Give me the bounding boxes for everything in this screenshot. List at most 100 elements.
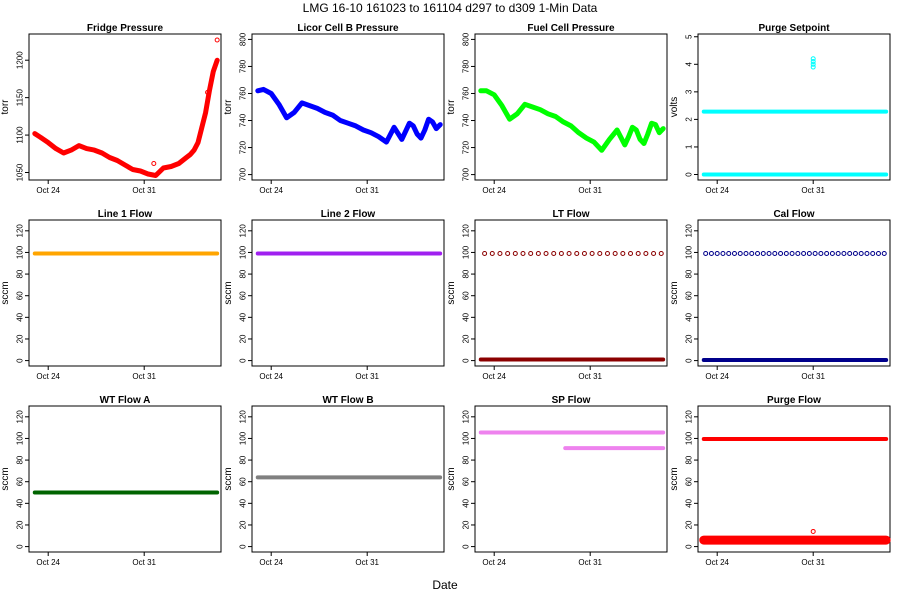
y-tick-label: 100: [462, 431, 471, 445]
y-axis-label: sccm: [446, 281, 457, 304]
y-tick-label: 40: [239, 498, 248, 507]
series-line-0: [478, 88, 666, 153]
y-tick-label: 100: [685, 245, 694, 259]
y-tick-label: 740: [239, 113, 248, 127]
y-tick-label: 80: [462, 269, 471, 278]
data-point: [789, 251, 795, 257]
data-point: [528, 251, 534, 257]
y-tick-label: 20: [239, 334, 248, 343]
panel-title: SP Flow: [552, 395, 591, 406]
y-tick-label: 60: [685, 477, 694, 486]
data-point: [795, 251, 801, 257]
data-point: [835, 251, 841, 257]
y-tick-label: 700: [239, 167, 248, 181]
data-point: [806, 251, 812, 257]
data-point: [535, 251, 541, 257]
y-tick-label: 0: [239, 544, 248, 549]
y-tick-label: 0: [16, 544, 25, 549]
y-tick-label: 20: [462, 520, 471, 529]
x-tick-label: Oct 24: [482, 186, 506, 195]
y-tick-label: 800: [462, 32, 471, 46]
data-point: [574, 251, 580, 257]
figure-title: LMG 16-10 161023 to 161104 d297 to d309 …: [303, 1, 598, 15]
y-axis-label: sccm: [446, 467, 457, 490]
y-tick-label: 60: [239, 291, 248, 300]
plot-frame: [697, 33, 891, 181]
panel-4: Line 1 Flow 0 20 40 60 80 100 120 Oct 24 Oct 31 sc…: [0, 209, 222, 381]
y-tick-label: 60: [685, 291, 694, 300]
data-point: [801, 251, 807, 257]
series-line-0: [32, 57, 220, 178]
y-tick-label: 20: [16, 520, 25, 529]
data-point: [589, 251, 595, 257]
data-point: [520, 251, 526, 257]
y-tick-label: 80: [16, 269, 25, 278]
data-point: [864, 251, 870, 257]
x-tick-label: Oct 24: [259, 372, 283, 381]
data-point: [643, 251, 649, 257]
data-point: [847, 251, 853, 257]
plot-frame: [28, 219, 222, 367]
x-tick-label: Oct 31: [578, 186, 602, 195]
data-point: [824, 251, 830, 257]
panel-title: LT Flow: [552, 209, 589, 220]
y-tick-label: 800: [239, 32, 248, 46]
y-tick-label: 20: [685, 334, 694, 343]
panel-2: Fuel Cell Pressure 700 720 740 760 780 800 Oct …: [446, 23, 668, 195]
data-point: [543, 251, 549, 257]
data-point: [870, 251, 876, 257]
panel-title: Licor Cell B Pressure: [297, 23, 399, 34]
y-tick-label: 120: [685, 224, 694, 238]
y-axis-label: volts: [669, 97, 680, 118]
data-point: [812, 251, 818, 257]
y-tick-label: 100: [239, 245, 248, 259]
y-tick-label: 0: [685, 172, 694, 177]
y-tick-label: 120: [685, 410, 694, 424]
data-point: [810, 64, 816, 70]
y-tick-label: 720: [462, 140, 471, 154]
y-tick-label: 100: [239, 431, 248, 445]
x-tick-label: Oct 24: [482, 558, 506, 567]
x-tick-label: Oct 24: [705, 558, 729, 567]
data-point: [482, 251, 488, 257]
y-axis-label: sccm: [669, 467, 680, 490]
y-tick-label: 60: [462, 291, 471, 300]
x-tick-label: Oct 31: [355, 186, 379, 195]
x-axis-label: Date: [432, 578, 458, 592]
panel-title: Purge Flow: [767, 395, 821, 406]
y-tick-label: 1: [685, 144, 694, 149]
y-tick-label: 0: [239, 358, 248, 363]
plot-frame: [28, 405, 222, 553]
x-tick-label: Oct 31: [132, 372, 156, 381]
y-axis-label: sccm: [0, 281, 11, 304]
x-tick-label: Oct 31: [355, 372, 379, 381]
y-tick-label: 1200: [16, 51, 25, 69]
x-tick-label: Oct 31: [355, 558, 379, 567]
x-tick-label: Oct 24: [36, 186, 60, 195]
y-tick-label: 1150: [16, 88, 25, 106]
data-point: [620, 251, 626, 257]
y-tick-label: 1100: [16, 126, 25, 144]
y-tick-label: 120: [16, 410, 25, 424]
y-tick-label: 80: [685, 269, 694, 278]
x-tick-label: Oct 31: [578, 372, 602, 381]
panel-3: Purge Setpoint 0 1 2 3 4 5 Oct 24 Oct 31 volts: [669, 23, 891, 195]
data-point: [810, 528, 816, 534]
data-point: [512, 251, 518, 257]
data-point: [497, 251, 503, 257]
y-tick-label: 60: [239, 477, 248, 486]
data-point: [720, 251, 726, 257]
plot-frame: [474, 405, 668, 553]
data-point: [810, 59, 816, 65]
panel-title: WT Flow B: [322, 395, 373, 406]
data-point: [743, 251, 749, 257]
data-point: [635, 251, 641, 257]
panel-title: Purge Setpoint: [758, 23, 830, 34]
y-tick-label: 740: [462, 113, 471, 127]
data-point: [714, 251, 720, 257]
series-line-0: [255, 86, 443, 145]
y-tick-label: 1050: [16, 163, 25, 181]
data-point: [703, 251, 709, 257]
